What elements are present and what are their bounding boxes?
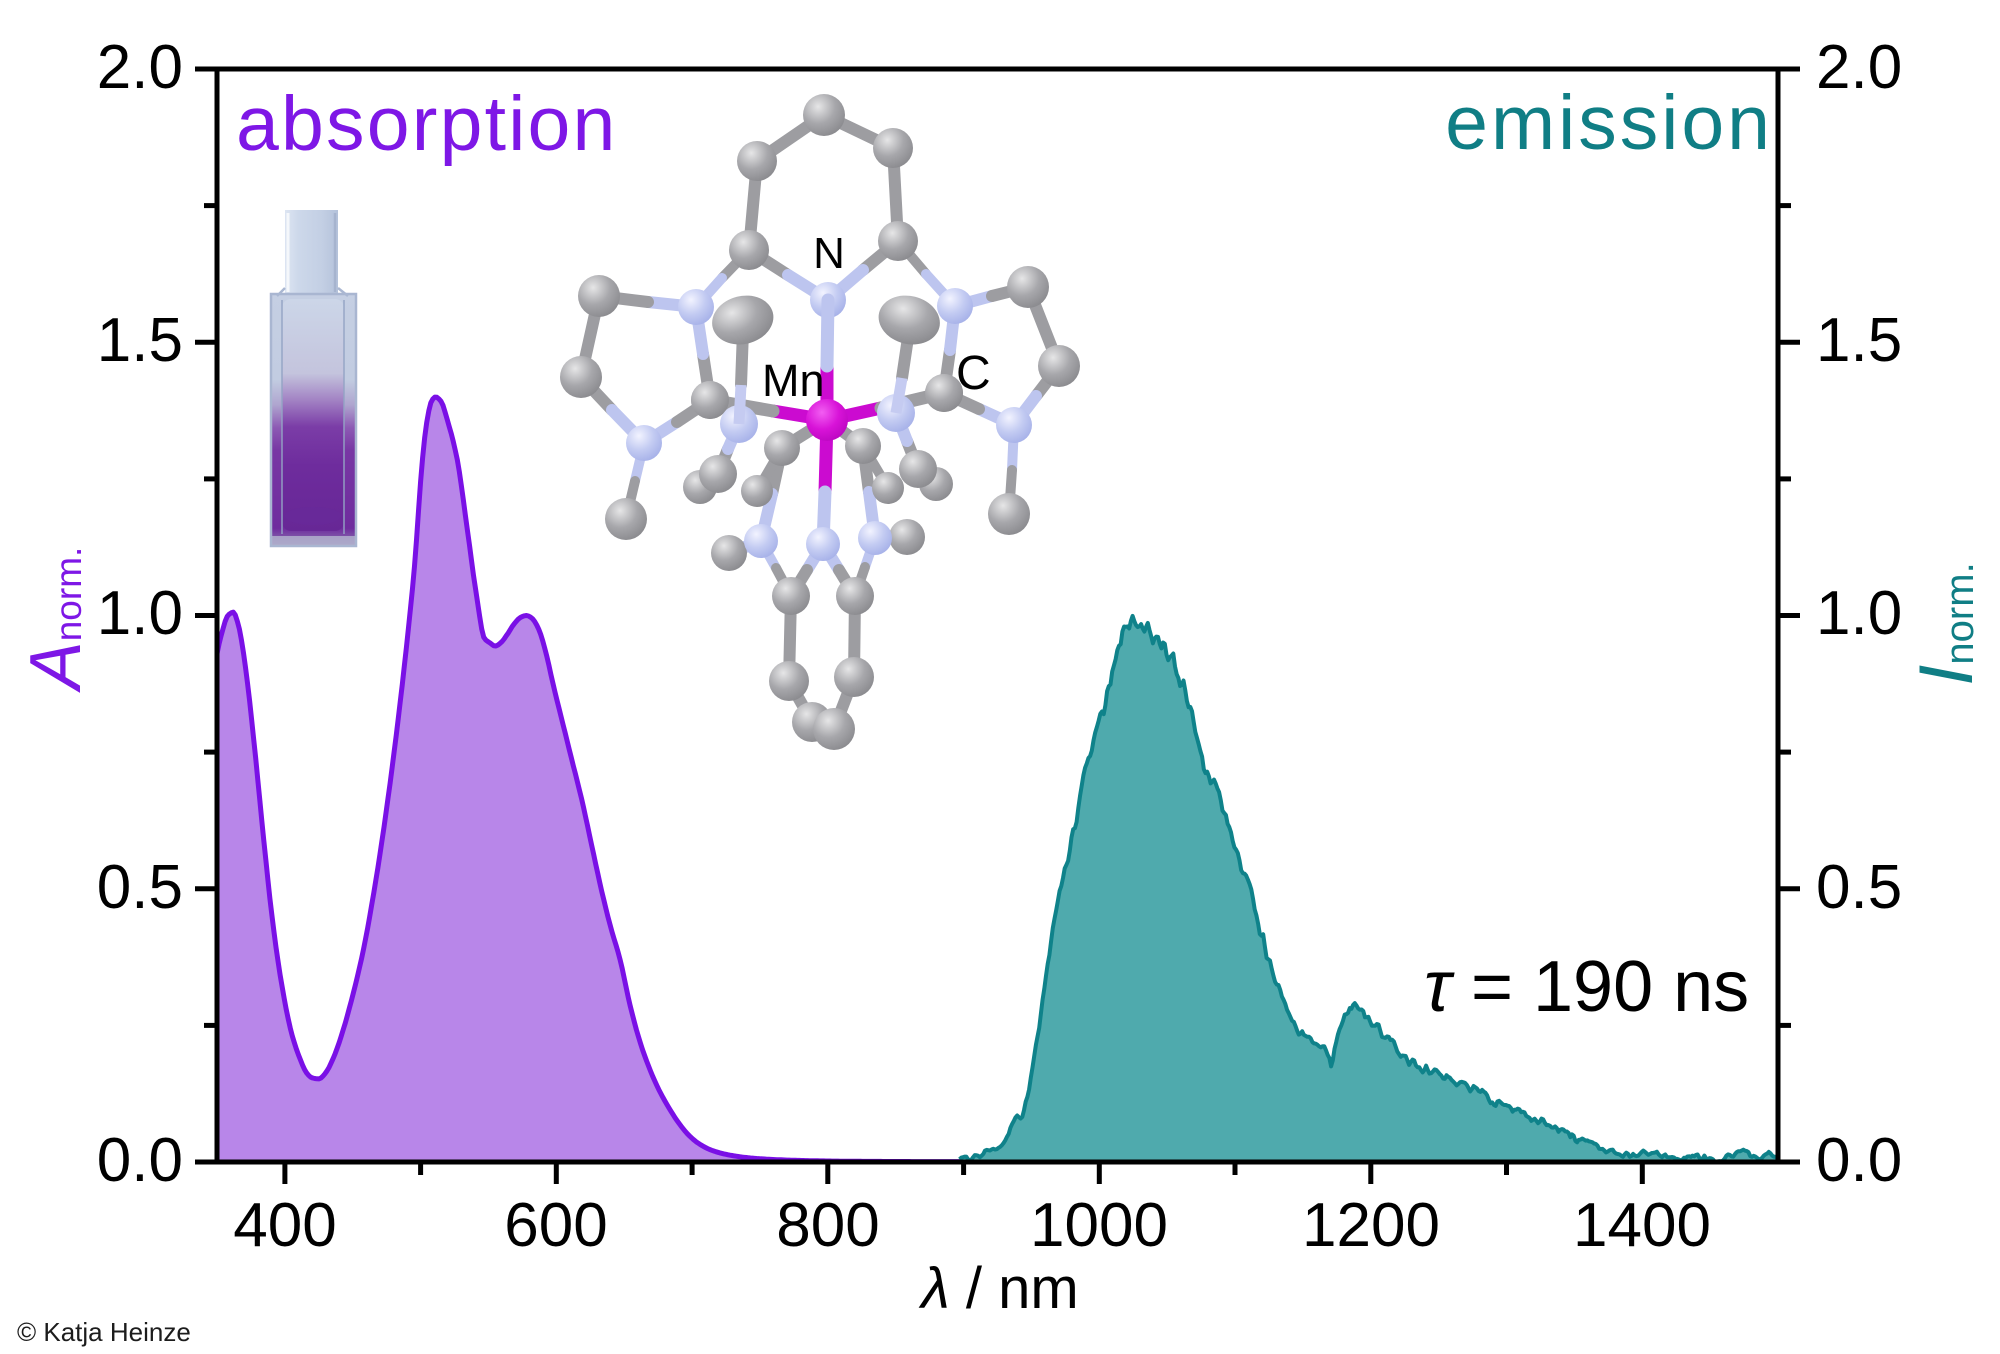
svg-text:400: 400 xyxy=(233,1191,336,1260)
svg-text:2.0: 2.0 xyxy=(97,33,183,102)
svg-text:λ / nm: λ / nm xyxy=(918,1256,1078,1321)
svg-text:0.0: 0.0 xyxy=(97,1126,183,1195)
svg-text:N: N xyxy=(813,229,845,278)
svg-text:τ = 190 ns: τ = 190 ns xyxy=(1424,947,1749,1027)
svg-text:1.5: 1.5 xyxy=(1816,306,1902,375)
svg-text:600: 600 xyxy=(504,1191,607,1260)
svg-text:1.5: 1.5 xyxy=(97,306,183,375)
svg-text:Mn: Mn xyxy=(762,355,825,406)
svg-text:© Katja Heinze: © Katja Heinze xyxy=(17,1317,191,1347)
svg-text:1.0: 1.0 xyxy=(1816,579,1902,648)
svg-text:C: C xyxy=(956,347,991,400)
svg-text:1400: 1400 xyxy=(1573,1191,1711,1260)
svg-text:0.5: 0.5 xyxy=(97,853,183,922)
svg-text:0.0: 0.0 xyxy=(1816,1126,1902,1195)
svg-text:Inorm.: Inorm. xyxy=(1904,562,1989,685)
svg-text:1.0: 1.0 xyxy=(97,579,183,648)
svg-text:2.0: 2.0 xyxy=(1816,33,1902,102)
svg-text:800: 800 xyxy=(776,1191,879,1260)
svg-text:0.5: 0.5 xyxy=(1816,853,1902,922)
svg-text:Anorm.: Anorm. xyxy=(16,547,96,694)
svg-text:emission: emission xyxy=(1445,80,1773,166)
svg-text:absorption: absorption xyxy=(236,81,618,167)
svg-text:1000: 1000 xyxy=(1030,1191,1168,1260)
svg-text:1200: 1200 xyxy=(1302,1191,1440,1260)
